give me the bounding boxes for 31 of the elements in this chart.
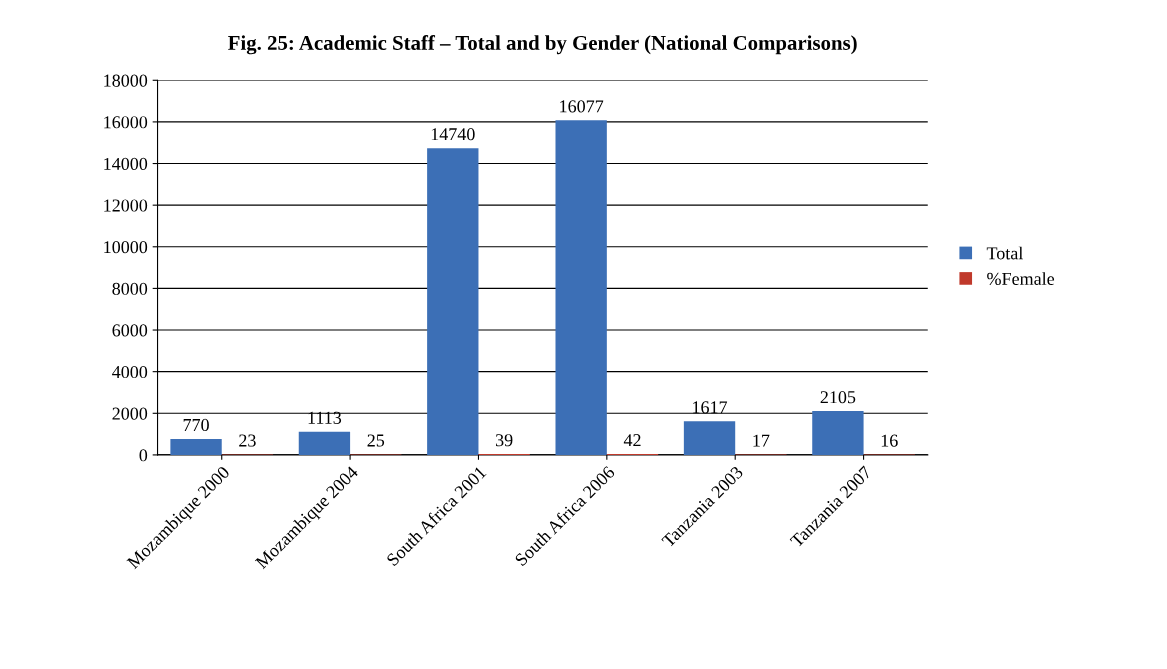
data-label: 1113 xyxy=(308,411,342,424)
y-tick-label: 16000 xyxy=(104,116,148,129)
data-label: 17 xyxy=(753,434,770,447)
y-tick-label: 14000 xyxy=(104,157,148,170)
data-label: 14740 xyxy=(431,128,475,141)
data-label: 25 xyxy=(367,434,385,447)
bar xyxy=(427,148,479,455)
data-label: 1617 xyxy=(693,401,728,414)
y-tick-label: 6000 xyxy=(112,324,148,337)
y-tick-label: 10000 xyxy=(104,241,148,254)
y-tick-label: 0 xyxy=(139,449,148,462)
legend-label: %Female xyxy=(987,272,1055,285)
data-label: 2105 xyxy=(820,391,856,404)
bar xyxy=(298,431,351,455)
data-label: 16077 xyxy=(560,100,604,113)
bar xyxy=(555,120,607,455)
data-label: 39 xyxy=(495,434,513,447)
data-label: 16 xyxy=(881,434,898,447)
bar xyxy=(683,421,736,455)
y-tick-label: 18000 xyxy=(104,74,148,87)
legend-label: Total xyxy=(986,246,1023,260)
y-tick-label: 2000 xyxy=(112,407,148,420)
y-tick-label: 8000 xyxy=(112,282,148,295)
data-label: 23 xyxy=(239,434,256,447)
bar xyxy=(170,438,222,455)
bar xyxy=(812,411,864,455)
data-label: 42 xyxy=(623,434,641,447)
y-tick-label: 12000 xyxy=(104,199,148,212)
y-tick-label: 4000 xyxy=(112,365,148,379)
data-label: 770 xyxy=(183,418,209,432)
chart-title: Fig. 25: Academic Staff – Total and by Gender (National Comparisons) xyxy=(228,35,857,55)
